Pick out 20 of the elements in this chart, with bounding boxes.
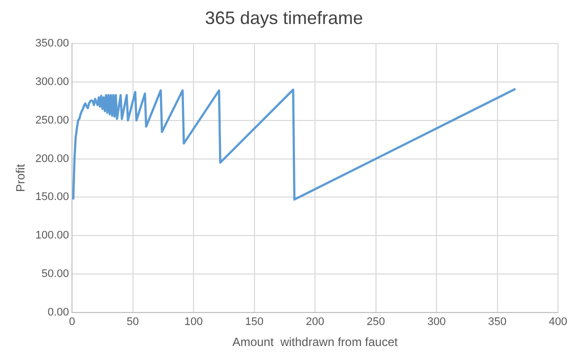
chart-title: 365 days timeframe	[204, 8, 364, 28]
x-tick-label: 250	[366, 316, 385, 328]
x-tick-label: 300	[427, 316, 446, 328]
x-tick-label: 50	[126, 316, 139, 328]
y-axis-title: Profit	[14, 163, 28, 192]
y-tick-label: 300.00	[35, 76, 70, 88]
y-tick-label: 0.00	[48, 306, 70, 318]
y-tick-label: 200.00	[35, 152, 70, 165]
x-tick-label: 150	[245, 316, 264, 328]
x-tick-label: 100	[184, 316, 203, 328]
x-axis-title: Amount withdrawn from faucet	[232, 335, 398, 350]
y-tick-label: 100.00	[35, 230, 70, 242]
x-tick-label: 200	[306, 316, 324, 328]
y-tick-label: 350.00	[35, 38, 70, 50]
y-tick-label: 50.00	[42, 268, 70, 280]
x-tick-label: 350	[488, 316, 506, 328]
x-tick-label: 0	[68, 316, 76, 328]
x-tick-label: 400	[548, 316, 568, 328]
y-tick-label: 250.00	[35, 114, 70, 126]
y-tick-label: 150.00	[35, 191, 70, 204]
